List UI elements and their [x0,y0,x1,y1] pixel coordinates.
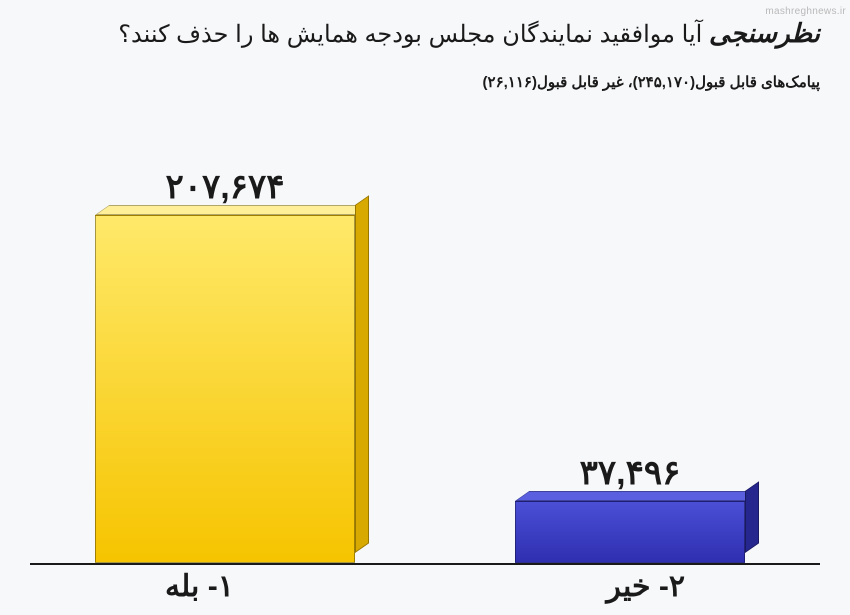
watermark: mashreghnews.ir [765,6,846,17]
poll-title: نظرسنجی آیا موافقید نمایندگان مجلس بودجه… [30,18,820,49]
category-no: ۲- خیر [606,569,685,604]
bar-front-face [515,501,745,563]
poll-subtitle: پیامک‌های قابل قبول(۲۴۵,۱۷۰)، غیر قابل ق… [30,73,820,91]
category-yes: ۱- بله [165,569,234,604]
bar-top-face [95,205,369,215]
poll-chart-container: mashreghnews.ir نظرسنجی آیا موافقید نمای… [0,0,850,615]
chart-area: ۲۰۷,۶۷۴ ۳۷,۴۹۶ [30,125,820,565]
title-prefix: نظرسنجی [709,18,820,48]
header: نظرسنجی آیا موافقید نمایندگان مجلس بودجه… [30,18,820,91]
bar-yes [95,215,355,563]
category-labels: ۱- بله ۲- خیر [30,569,820,609]
bar-side-face [355,195,369,553]
bar-group-yes: ۲۰۷,۶۷۴ [95,167,355,563]
title-question: آیا موافقید نمایندگان مجلس بودجه همایش ه… [118,21,702,48]
bar-no [515,501,745,563]
bar-group-no: ۳۷,۴۹۶ [515,453,745,563]
bar-top-face [515,491,759,501]
bar-front-face [95,215,355,563]
bar-side-face [745,481,759,553]
bar-value-yes: ۲۰۷,۶۷۴ [165,167,284,207]
bar-value-no: ۳۷,۴۹۶ [580,453,681,493]
